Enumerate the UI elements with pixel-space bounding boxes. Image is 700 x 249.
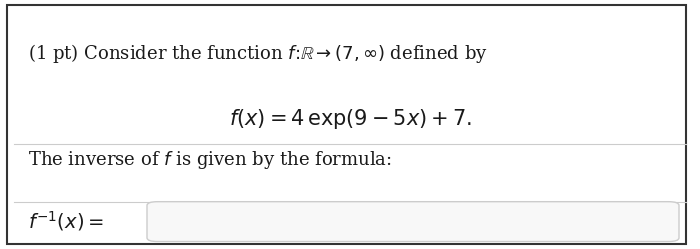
Text: $f^{-1}(x) =$: $f^{-1}(x) =$ <box>28 209 104 233</box>
FancyBboxPatch shape <box>147 202 679 242</box>
Text: (1 pt) Consider the function $f\colon \mathbb{R} \to (7, \infty)$ defined by: (1 pt) Consider the function $f\colon \m… <box>28 42 488 65</box>
Text: $f(x) = 4\,\mathrm{exp}(9 - 5x) + 7.$: $f(x) = 4\,\mathrm{exp}(9 - 5x) + 7.$ <box>229 107 471 131</box>
Text: The inverse of $f$ is given by the formula:: The inverse of $f$ is given by the formu… <box>28 149 392 171</box>
FancyBboxPatch shape <box>7 5 686 244</box>
